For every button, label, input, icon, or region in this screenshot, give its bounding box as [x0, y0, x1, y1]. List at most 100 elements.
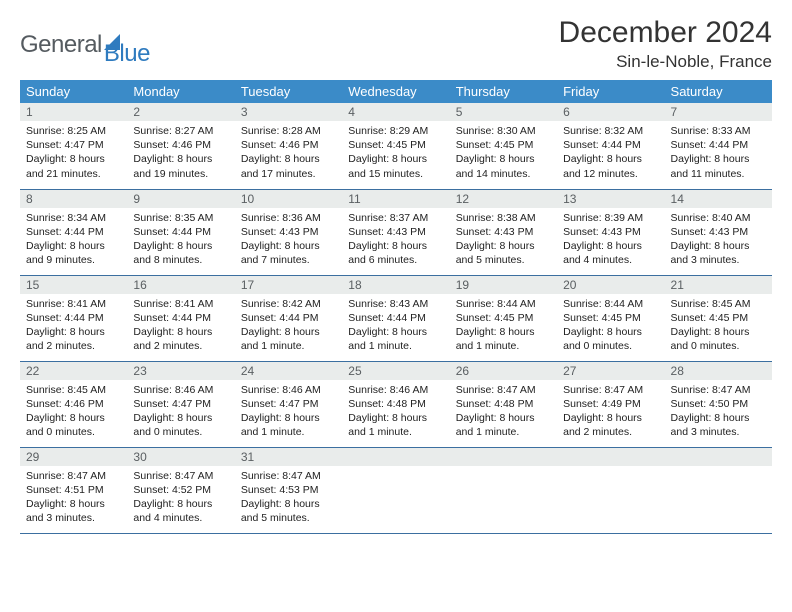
- daylight-text-2: and 5 minutes.: [241, 511, 336, 525]
- daylight-text-1: Daylight: 8 hours: [671, 411, 766, 425]
- daylight-text-2: and 3 minutes.: [671, 253, 766, 267]
- calendar-week-row: 8Sunrise: 8:34 AMSunset: 4:44 PMDaylight…: [20, 189, 772, 275]
- daylight-text-1: Daylight: 8 hours: [456, 411, 551, 425]
- day-number: 31: [235, 448, 342, 466]
- daylight-text-2: and 0 minutes.: [671, 339, 766, 353]
- sunrise-text: Sunrise: 8:46 AM: [348, 383, 443, 397]
- day-body: Sunrise: 8:35 AMSunset: 4:44 PMDaylight:…: [127, 208, 234, 274]
- calendar-day-cell: 15Sunrise: 8:41 AMSunset: 4:44 PMDayligh…: [20, 275, 127, 361]
- sunrise-text: Sunrise: 8:44 AM: [563, 297, 658, 311]
- sunset-text: Sunset: 4:43 PM: [241, 225, 336, 239]
- sunrise-text: Sunrise: 8:37 AM: [348, 211, 443, 225]
- day-number: 6: [557, 103, 664, 121]
- sunrise-text: Sunrise: 8:47 AM: [241, 469, 336, 483]
- day-body: Sunrise: 8:47 AMSunset: 4:51 PMDaylight:…: [20, 466, 127, 532]
- calendar-day-cell: 30Sunrise: 8:47 AMSunset: 4:52 PMDayligh…: [127, 447, 234, 533]
- day-number: 10: [235, 190, 342, 208]
- daylight-text-1: Daylight: 8 hours: [26, 411, 121, 425]
- calendar-day-cell: 3Sunrise: 8:28 AMSunset: 4:46 PMDaylight…: [235, 103, 342, 189]
- calendar-day-cell: 22Sunrise: 8:45 AMSunset: 4:46 PMDayligh…: [20, 361, 127, 447]
- col-sunday: Sunday: [20, 80, 127, 103]
- daylight-text-1: Daylight: 8 hours: [563, 411, 658, 425]
- calendar-day-cell: 23Sunrise: 8:46 AMSunset: 4:47 PMDayligh…: [127, 361, 234, 447]
- daylight-text-1: Daylight: 8 hours: [456, 325, 551, 339]
- daylight-text-2: and 6 minutes.: [348, 253, 443, 267]
- sunset-text: Sunset: 4:48 PM: [348, 397, 443, 411]
- daylight-text-1: Daylight: 8 hours: [671, 239, 766, 253]
- daylight-text-2: and 1 minute.: [348, 425, 443, 439]
- sunrise-text: Sunrise: 8:45 AM: [671, 297, 766, 311]
- calendar-day-cell: 13Sunrise: 8:39 AMSunset: 4:43 PMDayligh…: [557, 189, 664, 275]
- day-number: 14: [665, 190, 772, 208]
- calendar-day-cell: 9Sunrise: 8:35 AMSunset: 4:44 PMDaylight…: [127, 189, 234, 275]
- sunrise-text: Sunrise: 8:47 AM: [133, 469, 228, 483]
- sunrise-text: Sunrise: 8:43 AM: [348, 297, 443, 311]
- calendar-day-cell: 24Sunrise: 8:46 AMSunset: 4:47 PMDayligh…: [235, 361, 342, 447]
- day-number: 26: [450, 362, 557, 380]
- sunset-text: Sunset: 4:49 PM: [563, 397, 658, 411]
- sunrise-text: Sunrise: 8:39 AM: [563, 211, 658, 225]
- calendar-day-cell: 11Sunrise: 8:37 AMSunset: 4:43 PMDayligh…: [342, 189, 449, 275]
- title-block: December 2024 Sin-le-Noble, France: [559, 16, 772, 72]
- logo-text-1: General: [20, 31, 102, 59]
- daylight-text-1: Daylight: 8 hours: [26, 152, 121, 166]
- sunset-text: Sunset: 4:45 PM: [671, 311, 766, 325]
- day-number: 7: [665, 103, 772, 121]
- day-body: Sunrise: 8:47 AMSunset: 4:53 PMDaylight:…: [235, 466, 342, 532]
- day-number: 30: [127, 448, 234, 466]
- day-body: Sunrise: 8:41 AMSunset: 4:44 PMDaylight:…: [127, 294, 234, 360]
- day-number: [342, 448, 449, 466]
- day-body: Sunrise: 8:33 AMSunset: 4:44 PMDaylight:…: [665, 121, 772, 187]
- sunrise-text: Sunrise: 8:28 AM: [241, 124, 336, 138]
- day-body: Sunrise: 8:46 AMSunset: 4:47 PMDaylight:…: [235, 380, 342, 446]
- sunrise-text: Sunrise: 8:45 AM: [26, 383, 121, 397]
- daylight-text-2: and 17 minutes.: [241, 167, 336, 181]
- col-saturday: Saturday: [665, 80, 772, 103]
- sunrise-text: Sunrise: 8:46 AM: [133, 383, 228, 397]
- sunset-text: Sunset: 4:45 PM: [563, 311, 658, 325]
- daylight-text-2: and 9 minutes.: [26, 253, 121, 267]
- day-body: Sunrise: 8:27 AMSunset: 4:46 PMDaylight:…: [127, 121, 234, 187]
- sunset-text: Sunset: 4:46 PM: [133, 138, 228, 152]
- day-number: 2: [127, 103, 234, 121]
- sunset-text: Sunset: 4:46 PM: [241, 138, 336, 152]
- calendar-day-cell: 5Sunrise: 8:30 AMSunset: 4:45 PMDaylight…: [450, 103, 557, 189]
- daylight-text-2: and 1 minute.: [348, 339, 443, 353]
- calendar-day-cell: 21Sunrise: 8:45 AMSunset: 4:45 PMDayligh…: [665, 275, 772, 361]
- daylight-text-2: and 1 minute.: [241, 425, 336, 439]
- daylight-text-2: and 1 minute.: [456, 339, 551, 353]
- daylight-text-1: Daylight: 8 hours: [133, 411, 228, 425]
- day-number: 16: [127, 276, 234, 294]
- calendar-day-cell: 25Sunrise: 8:46 AMSunset: 4:48 PMDayligh…: [342, 361, 449, 447]
- sunrise-text: Sunrise: 8:33 AM: [671, 124, 766, 138]
- daylight-text-2: and 1 minute.: [241, 339, 336, 353]
- calendar-day-cell: 29Sunrise: 8:47 AMSunset: 4:51 PMDayligh…: [20, 447, 127, 533]
- day-number: 12: [450, 190, 557, 208]
- sunrise-text: Sunrise: 8:47 AM: [456, 383, 551, 397]
- day-number: 4: [342, 103, 449, 121]
- daylight-text-2: and 0 minutes.: [26, 425, 121, 439]
- daylight-text-2: and 3 minutes.: [26, 511, 121, 525]
- daylight-text-2: and 3 minutes.: [671, 425, 766, 439]
- daylight-text-1: Daylight: 8 hours: [563, 325, 658, 339]
- sunset-text: Sunset: 4:44 PM: [133, 311, 228, 325]
- calendar-day-cell: 4Sunrise: 8:29 AMSunset: 4:45 PMDaylight…: [342, 103, 449, 189]
- calendar-day-cell: [342, 447, 449, 533]
- daylight-text-2: and 15 minutes.: [348, 167, 443, 181]
- daylight-text-2: and 7 minutes.: [241, 253, 336, 267]
- sunset-text: Sunset: 4:47 PM: [241, 397, 336, 411]
- sunset-text: Sunset: 4:43 PM: [348, 225, 443, 239]
- daylight-text-1: Daylight: 8 hours: [563, 239, 658, 253]
- daylight-text-2: and 0 minutes.: [133, 425, 228, 439]
- location: Sin-le-Noble, France: [559, 52, 772, 72]
- daylight-text-1: Daylight: 8 hours: [348, 325, 443, 339]
- sunrise-text: Sunrise: 8:38 AM: [456, 211, 551, 225]
- calendar-week-row: 1Sunrise: 8:25 AMSunset: 4:47 PMDaylight…: [20, 103, 772, 189]
- day-body: Sunrise: 8:36 AMSunset: 4:43 PMDaylight:…: [235, 208, 342, 274]
- logo-text-2: Blue: [104, 40, 150, 67]
- col-friday: Friday: [557, 80, 664, 103]
- sunrise-text: Sunrise: 8:40 AM: [671, 211, 766, 225]
- sunrise-text: Sunrise: 8:41 AM: [133, 297, 228, 311]
- daylight-text-1: Daylight: 8 hours: [671, 152, 766, 166]
- day-body: Sunrise: 8:34 AMSunset: 4:44 PMDaylight:…: [20, 208, 127, 274]
